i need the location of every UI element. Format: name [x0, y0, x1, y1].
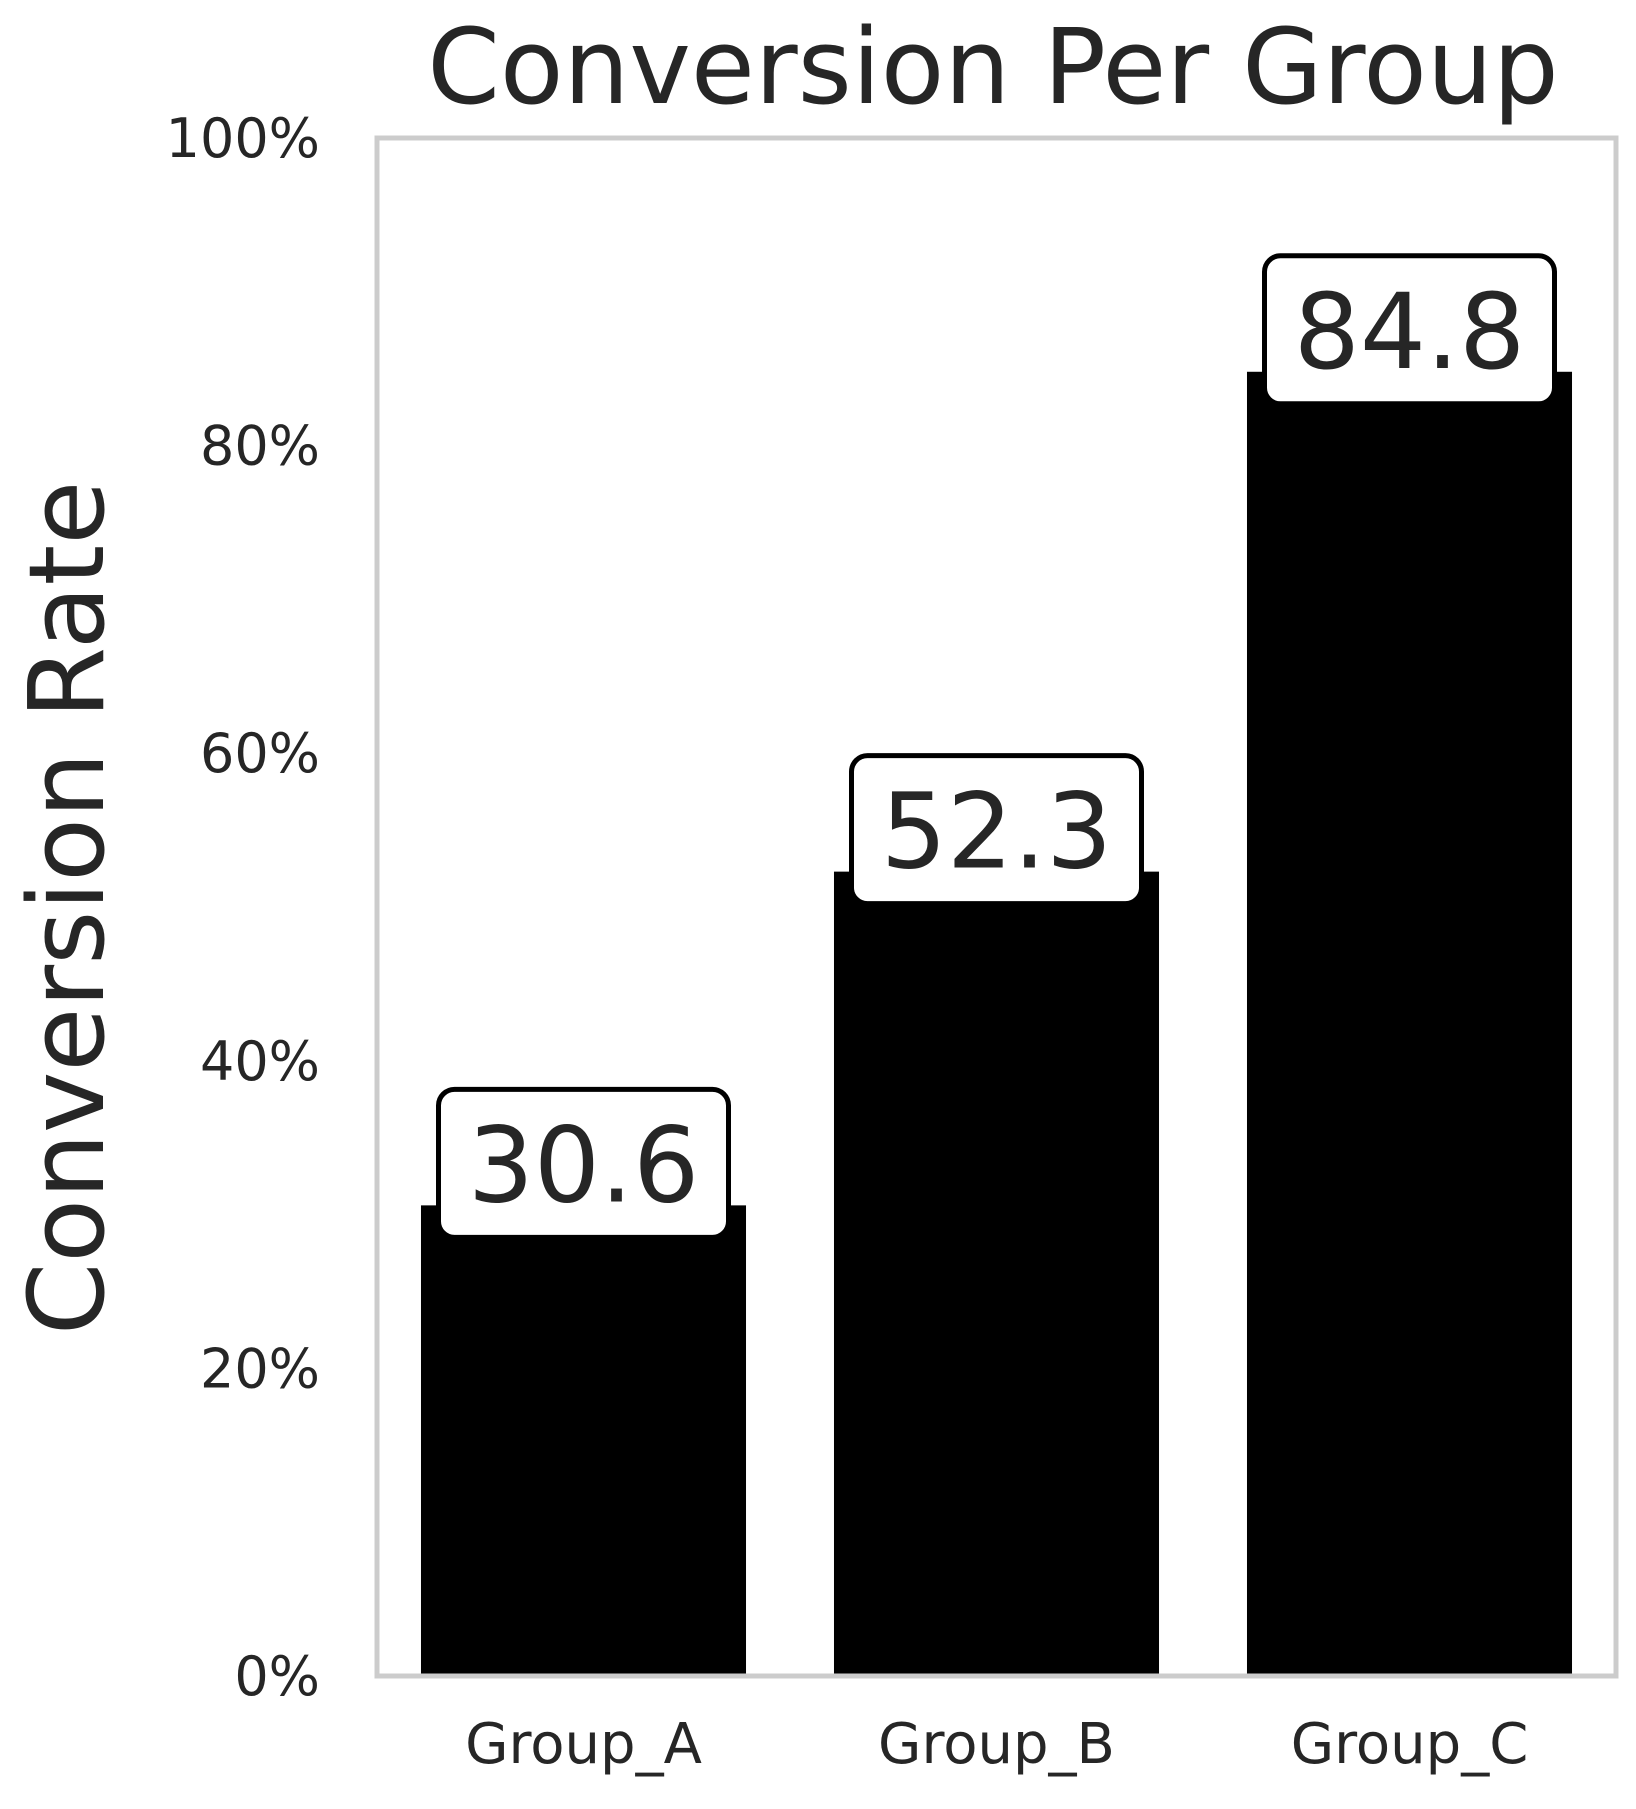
data-label: 30.6 [468, 1104, 700, 1226]
bar [1246, 371, 1573, 1676]
y-tick-label: 80% [200, 415, 320, 478]
x-tick-label: Group_C [1291, 1712, 1529, 1777]
chart-title: Conversion Per Group [427, 6, 1559, 128]
y-tick-label: 20% [200, 1337, 320, 1400]
y-tick-label: 0% [234, 1645, 320, 1708]
data-label-box [849, 753, 1144, 907]
plot-frame [374, 135, 1619, 1679]
x-tick-label: Group_B [878, 1712, 1115, 1777]
data-labels-group: 30.6 52.3 84.8 [436, 253, 1557, 1240]
bar [833, 871, 1160, 1676]
data-label-box [1262, 253, 1557, 407]
data-label: 52.3 [881, 771, 1113, 893]
x-tick-label: Group_A [465, 1712, 702, 1777]
bars-group [420, 371, 1573, 1676]
y-axis-label: Conversion Rate [6, 481, 128, 1336]
bar [420, 1205, 747, 1676]
y-tick-label: 40% [200, 1030, 320, 1093]
y-tick-label: 100% [166, 107, 320, 170]
y-tick-label: 60% [200, 722, 320, 785]
data-label: 84.8 [1294, 271, 1526, 393]
x-axis-ticks: Group_A Group_B Group_C [465, 1712, 1528, 1777]
y-axis-ticks: 0% 20% 40% 60% 80% 100% [166, 107, 320, 1708]
data-label-box [436, 1086, 731, 1240]
